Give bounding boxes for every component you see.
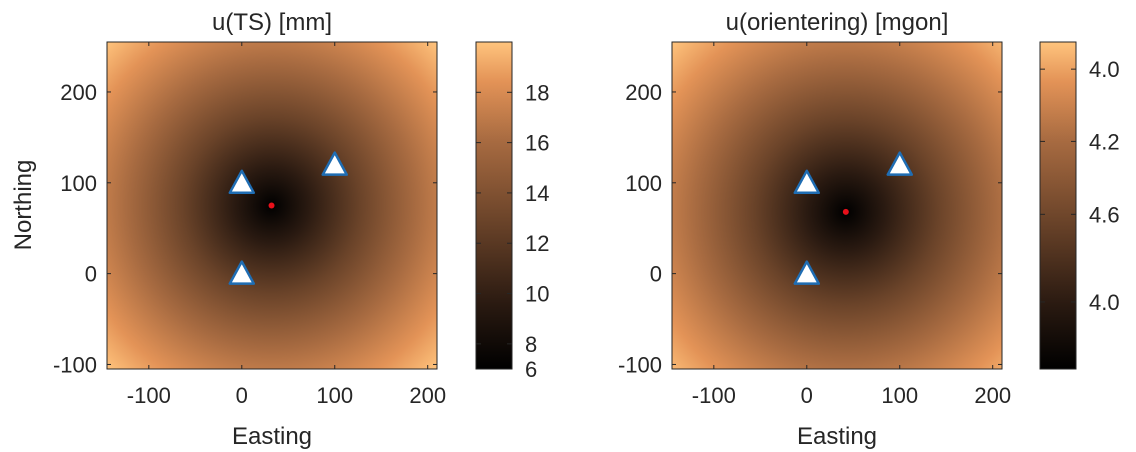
minimum-markers bbox=[268, 202, 275, 209]
x-tick-label: 200 bbox=[409, 383, 446, 408]
chart-panel-orientering: u(orientering) [mgon] -100 0 100 200 -100 0 1… bbox=[618, 9, 1120, 450]
colorbar-tick-label: 6 bbox=[525, 357, 537, 382]
colorbar-ticks: 68 10 12 14 16 18 bbox=[476, 80, 549, 382]
chart-panel-ts: u(TS) [mm] -100 0 100 200 -100 0 100 200 Easti… bbox=[10, 9, 549, 450]
x-tick-label: -100 bbox=[692, 383, 736, 408]
colorbar-tick-label: 4.6 bbox=[1089, 202, 1120, 227]
colorbar-tick-label: 4.2 bbox=[1089, 129, 1120, 154]
x-tick-label: 100 bbox=[316, 383, 353, 408]
chart-title: u(orientering) [mgon] bbox=[726, 9, 949, 36]
colorbar-ticks: 4.0 4.6 4.2 4.0 bbox=[1040, 57, 1120, 315]
y-tick-label: 100 bbox=[625, 171, 662, 196]
colorbar-tick-label: 4.0 bbox=[1089, 290, 1120, 315]
y-axis-ticks: -100 0 100 200 bbox=[53, 80, 437, 377]
station-triangle bbox=[793, 169, 821, 195]
y-tick-label: 200 bbox=[60, 80, 97, 105]
colorbar-tick-label: 16 bbox=[525, 131, 549, 156]
minimum-markers bbox=[842, 208, 849, 215]
x-tick-label: -100 bbox=[127, 383, 171, 408]
x-tick-label: 0 bbox=[801, 383, 813, 408]
x-axis-ticks: -100 0 100 200 bbox=[692, 42, 1011, 408]
y-tick-label: -100 bbox=[53, 352, 97, 377]
chart-title: u(TS) [mm] bbox=[212, 9, 332, 36]
station-triangle bbox=[793, 260, 821, 285]
colorbar-tick-label: 8 bbox=[525, 332, 537, 357]
y-tick-label: 100 bbox=[60, 171, 97, 196]
colorbar-tick-label: 10 bbox=[525, 282, 549, 307]
y-axis-ticks: -100 0 100 200 bbox=[618, 80, 1002, 377]
colorbar-tick-label: 4.0 bbox=[1089, 57, 1120, 82]
colorbar bbox=[475, 41, 513, 370]
minimum-point bbox=[268, 202, 275, 209]
colorbar bbox=[1039, 41, 1077, 370]
y-tick-label: 0 bbox=[650, 262, 662, 287]
x-tick-label: 200 bbox=[974, 383, 1011, 408]
x-axis-label: Easting bbox=[797, 423, 877, 450]
x-axis-ticks: -100 0 100 200 bbox=[127, 42, 446, 408]
station-markers bbox=[793, 151, 913, 285]
x-tick-label: 0 bbox=[236, 383, 248, 408]
x-tick-label: 100 bbox=[881, 383, 918, 408]
station-triangle bbox=[886, 151, 913, 176]
plot-area-border bbox=[106, 41, 438, 370]
colorbar-tick-label: 18 bbox=[525, 80, 549, 105]
station-triangle bbox=[228, 260, 256, 285]
colorbar-tick-label: 12 bbox=[525, 231, 549, 256]
minimum-point bbox=[842, 208, 849, 215]
y-tick-label: -100 bbox=[618, 352, 662, 377]
station-triangle bbox=[228, 169, 256, 195]
station-markers bbox=[228, 151, 348, 285]
y-tick-label: 0 bbox=[85, 262, 97, 287]
plot-area-border bbox=[671, 41, 1003, 370]
y-tick-label: 200 bbox=[625, 80, 662, 105]
y-axis-label: Northing bbox=[10, 160, 37, 251]
heatmap-gradient bbox=[672, 42, 1002, 369]
x-axis-label: Easting bbox=[232, 423, 312, 450]
colorbar-tick-label: 14 bbox=[525, 181, 549, 206]
station-triangle bbox=[321, 151, 348, 176]
heatmap-field bbox=[672, 42, 1002, 369]
